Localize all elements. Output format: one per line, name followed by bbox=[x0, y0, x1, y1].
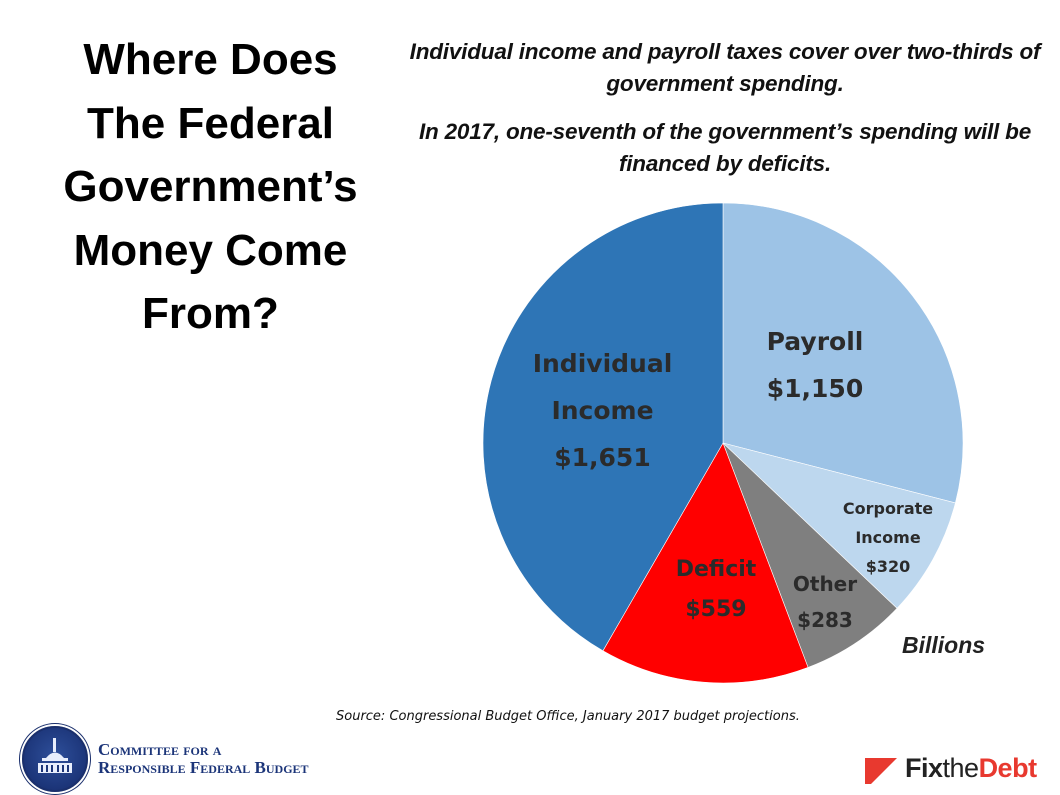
title-line: Government’s bbox=[63, 162, 358, 211]
pie-slice-individual bbox=[482, 202, 724, 652]
title-line: The Federal bbox=[87, 98, 334, 148]
crfb-logo: Committee for a Responsible Federal Budg… bbox=[22, 726, 309, 792]
slice-value: $283 bbox=[797, 608, 853, 632]
slice-label-deficit: Deficit $559 bbox=[664, 550, 768, 630]
crfb-wordmark: Committee for a Responsible Federal Budg… bbox=[98, 741, 309, 777]
pie-slice-corporate bbox=[721, 442, 956, 609]
slice-value: $320 bbox=[865, 557, 911, 576]
slice-name: Deficit bbox=[675, 557, 757, 582]
slice-label-other: Other $283 bbox=[782, 566, 868, 638]
slice-value: $1,150 bbox=[766, 374, 864, 403]
units-label: Billions bbox=[902, 632, 986, 658]
title-line: Where Does bbox=[83, 35, 338, 84]
title-line: Money Come bbox=[73, 225, 348, 275]
red-flag-icon bbox=[865, 758, 897, 784]
slice-name: Income bbox=[551, 396, 654, 425]
title-line: From? bbox=[142, 289, 279, 338]
pie-slice-other bbox=[722, 442, 898, 668]
fix-the-debt-wordmark: FixtheDebt bbox=[905, 753, 1037, 784]
slice-name: Payroll bbox=[766, 327, 864, 356]
slice-name: Other bbox=[792, 572, 858, 596]
slice-label-corporate: Corporate Income $320 bbox=[836, 494, 940, 581]
fix-the-debt-logo: FixtheDebt bbox=[865, 752, 1037, 784]
crfb-line1: Committee for a bbox=[98, 740, 222, 759]
slice-value: $559 bbox=[685, 597, 747, 622]
pie-slice-payroll bbox=[722, 202, 964, 504]
slice-label-individual: Individual Income $1,651 bbox=[520, 340, 685, 481]
ftd-debt: Debt bbox=[978, 752, 1038, 783]
source-note: Source: Congressional Budget Office, Jan… bbox=[336, 709, 800, 724]
slice-label-payroll: Payroll $1,150 bbox=[745, 318, 885, 412]
subtitle-income-payroll: Individual income and payroll taxes cove… bbox=[409, 39, 1041, 96]
slice-name: Income bbox=[855, 528, 921, 547]
subtitle-deficit: In 2017, one-seventh of the government’s… bbox=[418, 119, 1032, 176]
page-title: Where Does The Federal Government’s Mone… bbox=[18, 28, 403, 346]
slice-name: Corporate bbox=[842, 499, 934, 518]
ftd-the: the bbox=[942, 752, 980, 783]
slice-value: $1,651 bbox=[554, 443, 651, 472]
ftd-fix: Fix bbox=[905, 752, 943, 783]
crfb-line2: Responsible Federal Budget bbox=[98, 758, 309, 777]
slice-name: Individual bbox=[532, 349, 673, 378]
capitol-seal-icon bbox=[22, 726, 88, 792]
pie-slice-deficit bbox=[602, 442, 809, 684]
